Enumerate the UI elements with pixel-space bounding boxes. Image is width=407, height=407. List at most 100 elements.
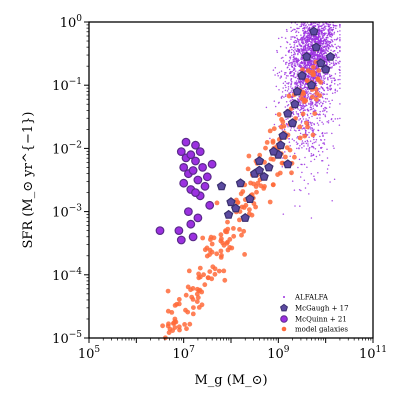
alfalfa-point bbox=[287, 88, 290, 90]
alfalfa-point bbox=[329, 75, 331, 78]
mcquinn-point bbox=[200, 181, 210, 191]
alfalfa-point bbox=[328, 74, 331, 76]
alfalfa-point bbox=[294, 63, 296, 65]
alfalfa-point bbox=[309, 112, 312, 115]
alfalfa-point bbox=[329, 35, 332, 38]
alfalfa-point bbox=[332, 120, 334, 122]
alfalfa-point bbox=[308, 48, 311, 51]
alfalfa-point bbox=[286, 104, 289, 107]
mcgaugh-point bbox=[320, 64, 331, 74]
alfalfa-point bbox=[328, 106, 331, 108]
alfalfa-point bbox=[333, 147, 335, 150]
alfalfa-point bbox=[305, 92, 308, 94]
alfalfa-point bbox=[339, 82, 341, 85]
alfalfa-point bbox=[331, 132, 333, 135]
model-galaxy-point bbox=[279, 160, 285, 166]
model-galaxy-point bbox=[245, 166, 251, 172]
alfalfa-point bbox=[304, 109, 307, 111]
alfalfa-point bbox=[336, 30, 339, 33]
alfalfa-point bbox=[287, 75, 289, 77]
model-galaxy-point bbox=[190, 286, 196, 291]
model-galaxy-point bbox=[300, 111, 306, 117]
alfalfa-point bbox=[323, 82, 326, 85]
alfalfa-point bbox=[288, 82, 290, 84]
alfalfa-point bbox=[294, 53, 296, 56]
alfalfa-point bbox=[339, 74, 341, 77]
alfalfa-point bbox=[286, 82, 288, 84]
alfalfa-point bbox=[284, 151, 286, 153]
model-galaxy-point bbox=[182, 322, 188, 327]
alfalfa-point bbox=[294, 65, 297, 68]
alfalfa-point bbox=[310, 217, 313, 219]
alfalfa-point bbox=[290, 127, 293, 129]
alfalfa-point bbox=[314, 35, 317, 38]
alfalfa-point bbox=[298, 158, 301, 161]
alfalfa-point bbox=[322, 75, 325, 77]
alfalfa-point bbox=[299, 176, 302, 178]
alfalfa-point bbox=[326, 49, 328, 52]
alfalfa-point bbox=[339, 26, 341, 28]
alfalfa-point bbox=[331, 80, 333, 82]
alfalfa-point bbox=[327, 164, 330, 166]
model-galaxy-point bbox=[225, 247, 231, 253]
model-galaxy-point bbox=[170, 328, 176, 333]
alfalfa-point bbox=[293, 51, 296, 53]
alfalfa-point bbox=[308, 117, 310, 119]
alfalfa-point bbox=[300, 23, 303, 26]
alfalfa-point bbox=[303, 22, 306, 25]
alfalfa-point bbox=[310, 43, 312, 46]
alfalfa-point bbox=[300, 189, 302, 192]
alfalfa-point bbox=[322, 33, 324, 35]
alfalfa-point bbox=[286, 61, 288, 64]
alfalfa-point bbox=[288, 138, 290, 140]
alfalfa-point bbox=[318, 30, 321, 32]
model-galaxy-point bbox=[300, 67, 305, 72]
alfalfa-point bbox=[319, 72, 321, 74]
alfalfa-point bbox=[309, 140, 312, 142]
alfalfa-point bbox=[310, 98, 312, 101]
alfalfa-point bbox=[298, 59, 300, 62]
alfalfa-point bbox=[289, 100, 291, 103]
alfalfa-point bbox=[304, 25, 306, 27]
legend-marker-alfalfa bbox=[283, 296, 285, 298]
alfalfa-point bbox=[294, 64, 296, 66]
alfalfa-point bbox=[307, 119, 310, 122]
model-galaxy-point bbox=[214, 251, 220, 257]
alfalfa-point bbox=[285, 28, 288, 31]
alfalfa-point bbox=[336, 57, 339, 59]
alfalfa-point bbox=[307, 93, 309, 96]
alfalfa-point bbox=[273, 123, 276, 126]
alfalfa-point bbox=[326, 61, 328, 64]
alfalfa-point bbox=[336, 37, 339, 39]
alfalfa-point bbox=[318, 91, 321, 93]
alfalfa-point bbox=[302, 40, 304, 42]
alfalfa-point bbox=[293, 72, 296, 75]
alfalfa-point bbox=[317, 34, 320, 36]
alfalfa-point bbox=[283, 96, 285, 98]
alfalfa-point bbox=[285, 93, 287, 96]
alfalfa-point bbox=[307, 27, 310, 30]
alfalfa-point bbox=[299, 145, 301, 147]
alfalfa-point bbox=[300, 102, 302, 104]
alfalfa-point bbox=[300, 47, 302, 50]
alfalfa-point bbox=[304, 47, 306, 49]
alfalfa-point bbox=[274, 66, 277, 69]
alfalfa-point bbox=[306, 139, 309, 142]
model-galaxy-point bbox=[216, 268, 222, 274]
model-galaxy-point bbox=[310, 94, 315, 100]
alfalfa-point bbox=[299, 132, 302, 135]
alfalfa-point bbox=[333, 77, 336, 80]
alfalfa-point bbox=[304, 105, 306, 108]
alfalfa-point bbox=[286, 90, 289, 92]
alfalfa-point bbox=[323, 27, 325, 29]
alfalfa-point bbox=[310, 107, 313, 109]
alfalfa-point bbox=[309, 101, 312, 103]
alfalfa-point bbox=[339, 23, 341, 26]
alfalfa-point bbox=[310, 160, 312, 163]
model-galaxy-point bbox=[212, 271, 218, 277]
mcgaugh-point bbox=[230, 203, 241, 213]
alfalfa-point bbox=[301, 163, 303, 166]
alfalfa-point bbox=[327, 89, 329, 92]
alfalfa-point bbox=[301, 142, 303, 144]
